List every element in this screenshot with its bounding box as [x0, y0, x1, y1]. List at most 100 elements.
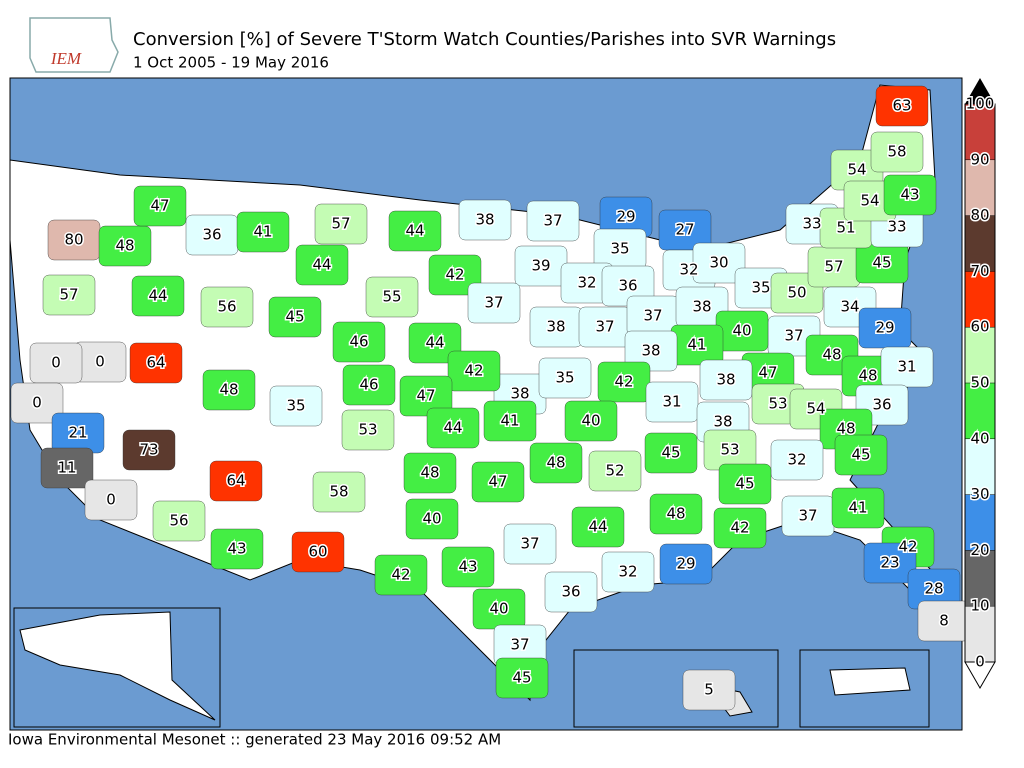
region-value: 52: [605, 462, 624, 480]
region-patch: [131, 275, 185, 317]
region-patch: [571, 506, 625, 548]
region-patch: [408, 322, 462, 364]
region-patch: [834, 434, 888, 476]
region-patch: [526, 200, 580, 242]
region-value: 46: [349, 333, 368, 351]
region-patch: [624, 330, 678, 372]
region-value: 42: [614, 373, 633, 391]
region-value: 51: [836, 219, 855, 237]
subtitle: 1 Oct 2005 - 19 May 2016: [133, 54, 329, 72]
region-value: 48: [836, 420, 855, 438]
region-patch: [659, 543, 713, 585]
region-value: 29: [875, 319, 894, 337]
region-value: 47: [488, 473, 507, 491]
puerto-rico-land: [829, 667, 911, 696]
region-patch: [291, 531, 345, 573]
region-value: 44: [588, 518, 607, 536]
colorbar-tick-label: 0: [975, 653, 985, 671]
region-value: 36: [618, 277, 637, 295]
region-patch: [42, 274, 96, 316]
region-patch: [718, 463, 772, 505]
colorbar-tick-label: 10: [970, 597, 989, 615]
region-value: 54: [806, 400, 825, 418]
region-value: 32: [787, 451, 806, 469]
region-value: 32: [577, 274, 596, 292]
region-value: 54: [860, 192, 879, 210]
colorbar-band: [965, 494, 995, 551]
region-value: 56: [217, 298, 236, 316]
region-patch: [467, 282, 521, 324]
region-patch: [426, 407, 480, 449]
region-value: 42: [730, 519, 749, 537]
region-patch: [388, 210, 442, 252]
region-value: 41: [500, 412, 519, 430]
region-patch: [209, 460, 263, 502]
region-patch: [870, 131, 924, 173]
alaska-land: [19, 611, 216, 721]
region-value: 45: [512, 669, 531, 687]
colorbar-tick-label: 40: [970, 429, 989, 447]
region-value: 38: [716, 371, 735, 389]
region-patch: [129, 342, 183, 384]
region-value: 73: [139, 441, 158, 459]
region-value: 34: [840, 298, 859, 316]
region-value: 42: [898, 538, 917, 556]
region-patch: [312, 471, 366, 513]
region-value: 42: [445, 266, 464, 284]
region-value: 64: [226, 472, 245, 490]
region-patch: [403, 452, 457, 494]
region-patch: [645, 381, 699, 423]
region-patch: [133, 185, 187, 227]
region-value: 48: [420, 464, 439, 482]
region-value: 45: [735, 475, 754, 493]
colorbar-band: [965, 606, 995, 662]
region-patch: [84, 479, 138, 521]
region-value: 44: [405, 222, 424, 240]
region-value: 43: [900, 186, 919, 204]
region-value: 0: [51, 354, 61, 372]
region-patch: [471, 461, 525, 503]
region-value: 55: [382, 288, 401, 306]
region-value: 33: [887, 218, 906, 236]
region-value: 21: [68, 424, 87, 442]
region-value: 60: [308, 543, 327, 561]
colorbar-band: [965, 327, 995, 383]
region-value: 47: [416, 387, 435, 405]
region-patch: [374, 554, 428, 596]
region-value: 42: [391, 566, 410, 584]
region-patch: [342, 364, 396, 406]
region-value: 38: [475, 211, 494, 229]
region-value: 36: [561, 583, 580, 601]
region-value: 57: [59, 286, 78, 304]
region-value: 43: [458, 558, 477, 576]
region-patch: [98, 225, 152, 267]
colorbar-band: [965, 215, 995, 272]
region-value: 36: [202, 226, 221, 244]
region-value: 53: [768, 395, 787, 413]
region-value: 38: [641, 342, 660, 360]
region-value: 48: [219, 381, 238, 399]
region-value: 39: [531, 257, 550, 275]
region-value: 57: [824, 258, 843, 276]
colorbar-tick-label: 90: [970, 150, 989, 168]
region-value: 41: [848, 499, 867, 517]
logo-text: IEM: [50, 49, 82, 68]
region-value: 44: [443, 419, 462, 437]
region-patch: [692, 242, 746, 284]
region-value: 37: [510, 636, 529, 654]
region-patch: [875, 85, 929, 127]
region-value: 40: [581, 412, 600, 430]
region-patch: [365, 276, 419, 318]
region-patch: [880, 346, 934, 388]
region-value: 33: [802, 215, 821, 233]
region-value: 31: [662, 393, 681, 411]
region-value: 41: [253, 223, 272, 241]
colorbar-tick-label: 50: [970, 374, 989, 392]
region-value: 31: [897, 358, 916, 376]
region-value: 35: [555, 369, 574, 387]
colorbar-band: [965, 104, 995, 160]
region-patch: [863, 542, 917, 584]
region-value: 54: [847, 161, 866, 179]
